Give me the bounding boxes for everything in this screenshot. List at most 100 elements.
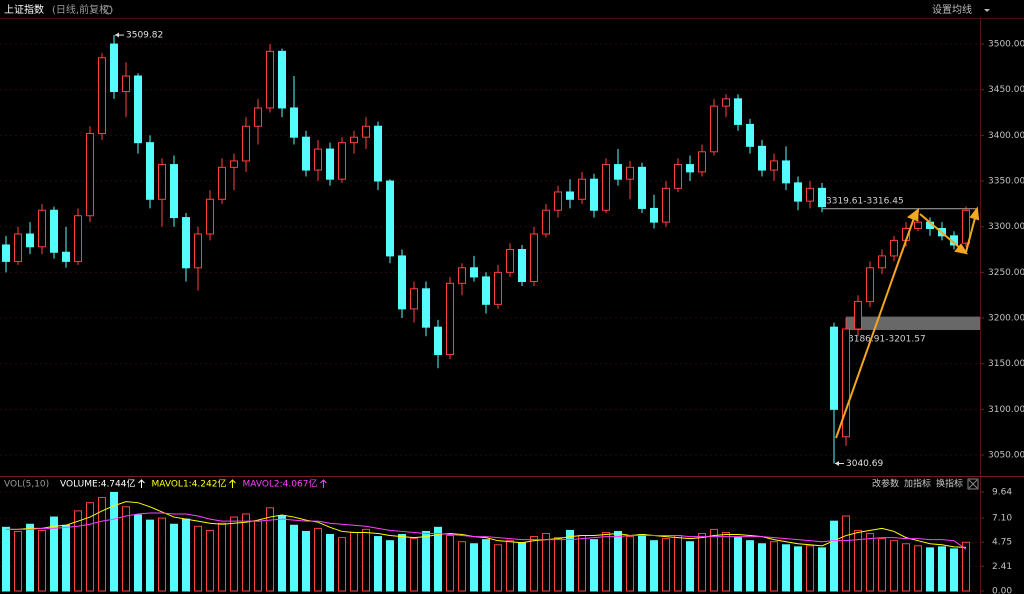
annotation-label: 3509.82 (126, 31, 163, 41)
volume-bar (890, 540, 898, 592)
candle-body (266, 50, 274, 109)
gap-label: 3186.91-3201.57 (848, 334, 926, 344)
candle-body (758, 145, 766, 171)
candle-body (722, 98, 730, 107)
volume-bar (614, 530, 622, 592)
volume-bar (746, 540, 754, 592)
volume-bar (914, 545, 922, 592)
volume-bar (362, 528, 370, 592)
volume-bar (638, 534, 646, 592)
volume-bar (458, 541, 466, 592)
gear-icon[interactable] (103, 5, 113, 15)
volume-bar (230, 516, 238, 592)
candle-body (134, 75, 142, 144)
volume-bar (866, 532, 874, 592)
volume-bar (170, 523, 178, 592)
volume-bar (194, 525, 202, 592)
candle-body (866, 267, 874, 303)
volume-bar (386, 540, 394, 592)
candle-body (614, 164, 622, 180)
candle-body (554, 191, 562, 211)
volume-bar (938, 546, 946, 592)
close-icon[interactable] (967, 478, 979, 490)
volume-bar (278, 515, 286, 592)
volume-readout: VOLUME:4.744亿 (60, 478, 136, 490)
candle-body (374, 125, 382, 182)
indicator-button[interactable]: 换指标 (936, 478, 963, 490)
volume-bar (434, 526, 442, 592)
volume-bar (158, 517, 166, 592)
candle-body (350, 136, 358, 144)
volume-bar (734, 537, 742, 592)
candle-body (458, 267, 466, 284)
volume-bar (62, 524, 70, 592)
candle-body (2, 244, 10, 262)
y-tick-label: 3100.00 (988, 405, 1024, 415)
candle-body (674, 164, 682, 189)
annotation-arrow-head (835, 461, 839, 467)
volume-bar (530, 536, 538, 592)
candle-body (14, 233, 22, 262)
dropdown-icon[interactable] (984, 9, 990, 12)
candle-body (122, 75, 130, 93)
indicator-button[interactable]: 改参数 (872, 478, 899, 490)
indicator-button[interactable]: 加指标 (904, 478, 931, 490)
candle-body (662, 187, 670, 223)
volume-bar (554, 537, 562, 592)
candle-body (338, 142, 346, 180)
candle-body (686, 164, 694, 173)
volume-readout: MAVOL2:4.067亿 (242, 478, 317, 490)
candle-body (86, 133, 94, 217)
y-tick-label: 3450.00 (988, 85, 1024, 95)
arrow-head (906, 207, 920, 222)
candle-body (566, 191, 574, 200)
candle-body (242, 125, 250, 162)
y-tick-label: 3300.00 (988, 222, 1024, 232)
volume-bar (14, 530, 22, 592)
y-tick-label: 3500.00 (988, 40, 1024, 50)
candle-body (914, 221, 922, 230)
candle-body (962, 209, 970, 244)
volume-bar (494, 544, 502, 592)
candle-body (506, 249, 514, 273)
gap-label: 3319.61-3316.45 (826, 196, 904, 206)
volume-bar (26, 523, 34, 592)
volume-bar (338, 537, 346, 592)
volume-bar (818, 547, 826, 592)
candle-body (38, 209, 46, 248)
volume-bar (350, 531, 358, 592)
volume-bar (74, 510, 82, 592)
volume-bar (674, 535, 682, 592)
candle-body (878, 255, 886, 269)
candle-body (434, 326, 442, 356)
candle-body (326, 148, 334, 180)
volume-bar (830, 520, 838, 592)
y-tick-label: 3200.00 (988, 314, 1024, 324)
volume-bar (98, 497, 106, 592)
candle-body (110, 43, 118, 93)
volume-bar (662, 538, 670, 592)
volume-title: VOL(5,10) (4, 480, 49, 490)
volume-bar (758, 543, 766, 592)
volume-bar (218, 522, 226, 592)
candle-body (578, 178, 586, 200)
readout-arrow (320, 479, 327, 488)
candle-body (650, 207, 658, 223)
candle-body (254, 107, 262, 127)
volume-bar (854, 529, 862, 592)
settings-button[interactable]: 设置均线 (932, 3, 972, 16)
candle-body (26, 233, 34, 248)
volume-bar (770, 541, 778, 592)
volume-bar (950, 548, 958, 592)
candle-body (734, 98, 742, 125)
candle-body (386, 180, 394, 257)
candle-body (782, 160, 790, 184)
arrow (835, 217, 915, 439)
candle-body (818, 187, 826, 208)
candle-body (806, 187, 814, 202)
candle-body (206, 198, 214, 235)
volume-bar (902, 543, 910, 592)
candle-body (482, 276, 490, 305)
